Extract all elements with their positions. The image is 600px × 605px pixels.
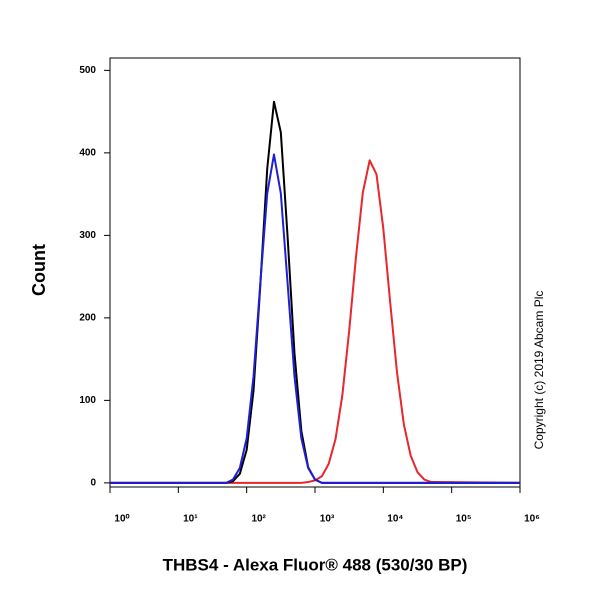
x-tick-label: 10²	[251, 514, 266, 525]
y-tick-label: 200	[79, 313, 96, 324]
y-tick-label: 0	[90, 478, 96, 489]
y-tick-label: 400	[79, 148, 96, 159]
x-tick-label: 10⁶	[524, 514, 540, 525]
y-tick-label: 500	[79, 65, 96, 76]
y-axis-label: Count	[29, 244, 49, 296]
y-tick-label: 100	[79, 395, 96, 406]
x-tick-label: 10⁴	[387, 514, 403, 525]
histogram-line	[110, 153, 520, 484]
x-tick-label: 10⁰	[114, 514, 129, 525]
x-tick-label: 10³	[320, 514, 335, 525]
y-tick-label: 300	[79, 230, 96, 241]
x-tick-label: 10¹	[183, 514, 198, 525]
copyright: Copyright (c) 2019 Abcam Plc	[532, 291, 546, 450]
histogram-line	[110, 159, 521, 484]
x-tick-label: 10⁵	[456, 514, 472, 525]
x-axis-label: THBS4 - Alexa Fluor® 488 (530/30 BP)	[163, 555, 468, 574]
